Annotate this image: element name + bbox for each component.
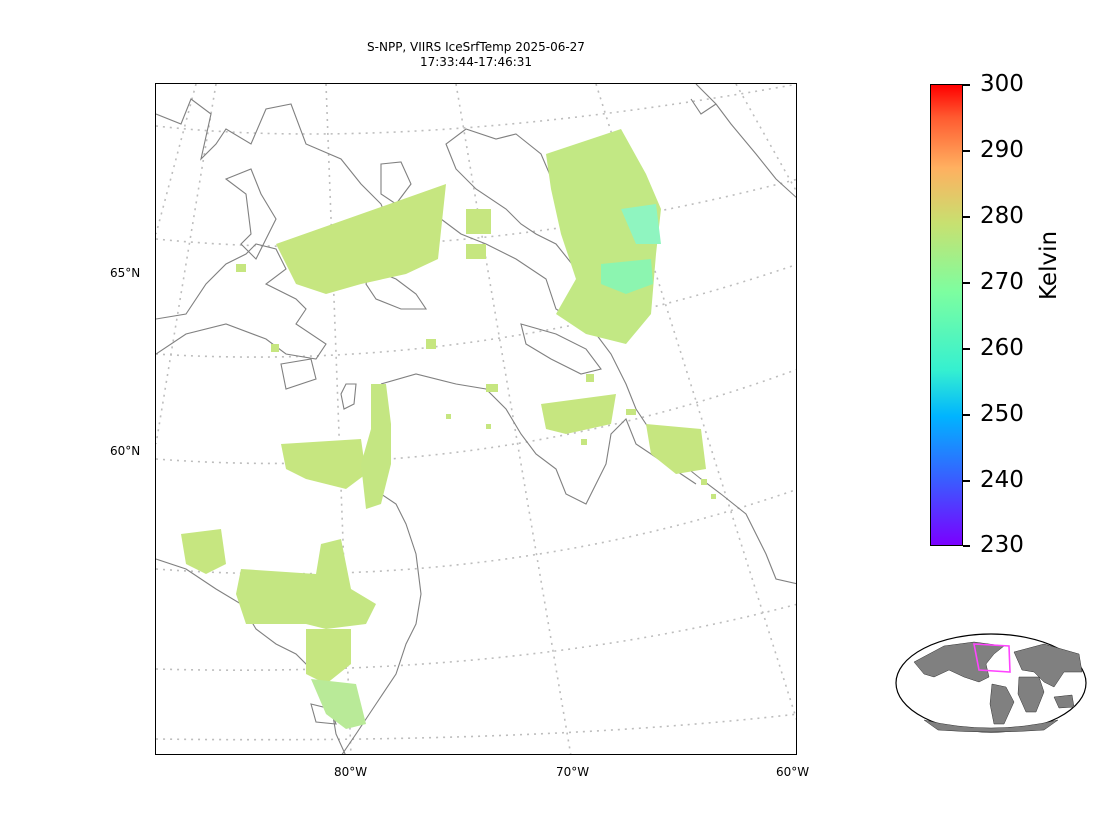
map-panel[interactable] xyxy=(155,83,797,755)
inset-globe xyxy=(895,633,1087,733)
swath-ontario-north xyxy=(181,529,226,574)
graticule xyxy=(156,84,796,754)
locator-inset-map xyxy=(894,632,1088,734)
title-line-1: S-NPP, VIIRS IceSrfTemp 2025-06-27 xyxy=(367,40,585,54)
colorbar-label-290: 290 xyxy=(980,137,1024,163)
colorbar-tick xyxy=(963,84,970,86)
map-title: S-NPP, VIIRS IceSrfTemp 2025-06-27 17:33… xyxy=(290,40,662,70)
colorbar-label-230: 230 xyxy=(980,532,1024,558)
lon-label-60w: 60°W xyxy=(776,765,810,779)
lat-label-60n: 60°N xyxy=(110,444,141,458)
lat-label-65n: 65°N xyxy=(110,266,141,280)
swath-ungava xyxy=(541,394,616,434)
lon-label-70w: 70°W xyxy=(556,765,590,779)
lon-label-80w: 80°W xyxy=(334,765,368,779)
swath-hudson-coast xyxy=(361,384,391,509)
swath-baffin-west xyxy=(276,184,446,294)
colorbar xyxy=(930,84,963,546)
colorbar-tick xyxy=(963,545,970,547)
colorbar-tick xyxy=(963,480,970,482)
cold-patch-1 xyxy=(601,259,653,294)
cold-patch-2 xyxy=(621,204,661,244)
map-canvas xyxy=(156,84,796,754)
swath-james-bay-south xyxy=(311,679,366,729)
swath-hudson-east xyxy=(281,439,366,489)
colorbar-tick xyxy=(963,150,970,152)
colorbar-tick xyxy=(963,282,970,284)
inset-extent-box xyxy=(973,643,1011,673)
colorbar-label-300: 300 xyxy=(980,71,1024,97)
colorbar-tick xyxy=(963,414,970,416)
swath-james-bay xyxy=(306,629,351,684)
colorbar-label-270: 270 xyxy=(980,269,1024,295)
colorbar-label-240: 240 xyxy=(980,467,1024,493)
swath-hudson-south xyxy=(236,539,376,629)
coastlines xyxy=(156,84,796,754)
swath-labrador xyxy=(646,424,706,474)
colorbar-unit-label: Kelvin xyxy=(1036,230,1062,300)
title-line-2: 17:33:44-17:46:31 xyxy=(419,55,533,69)
colorbar-tick xyxy=(963,348,970,350)
colorbar-label-260: 260 xyxy=(980,335,1024,361)
colorbar-label-250: 250 xyxy=(980,401,1024,427)
colorbar-label-280: 280 xyxy=(980,203,1024,229)
ist-swaths xyxy=(181,129,716,729)
colorbar-tick xyxy=(963,216,970,218)
